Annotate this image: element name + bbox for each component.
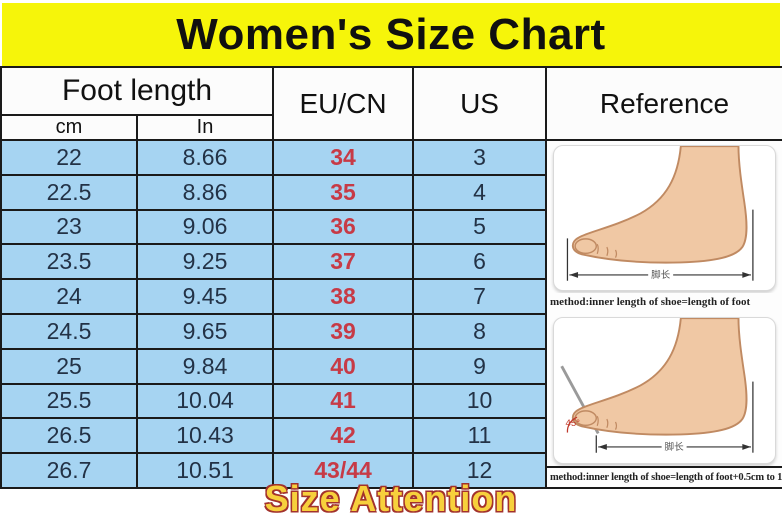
cell-in: 9.84 [135, 347, 275, 385]
column-header-cm: cm [0, 114, 138, 141]
cell-in: 9.65 [135, 312, 275, 350]
cell-in: 8.86 [135, 173, 275, 211]
foot-measurement-figure-bottom: 45° 脚长 [548, 313, 781, 465]
table-row: 26.5 10.43 42 11 [0, 417, 782, 455]
table-row: 26.7 10.51 43/44 12 [0, 452, 782, 489]
cell-in: 9.45 [135, 278, 275, 315]
cell-cm: 24.5 [0, 312, 138, 350]
cell-in: 10.04 [135, 382, 275, 420]
size-attention-banner: Size Attention [264, 478, 518, 519]
cell-eu: 38 [272, 278, 415, 315]
foot-angle-illustration-icon: 45° 脚长 [560, 318, 754, 453]
cell-us: 5 [412, 208, 548, 246]
cell-us: 8 [412, 312, 548, 350]
column-header-eu-cn: EU/CN [272, 66, 415, 141]
size-chart-table: Foot length EU/CN US Reference cm In 22 … [0, 66, 782, 489]
table-row: 24.5 9.65 39 8 [0, 312, 782, 350]
cell-cm: 26.7 [0, 452, 138, 489]
cell-cm: 25 [0, 347, 138, 385]
header-row-sub: cm In [0, 114, 782, 141]
cell-in: 9.06 [135, 208, 275, 246]
table-row: 24 9.45 38 7 [0, 278, 782, 315]
cell-cm: 22 [0, 139, 138, 176]
cell-cm: 24 [0, 278, 138, 315]
cell-cm: 23.5 [0, 243, 138, 281]
table-row: 25 9.84 40 9 [0, 347, 782, 385]
title-bar: Women's Size Chart [2, 3, 780, 66]
cell-in: 8.66 [135, 139, 275, 176]
cell-us: 11 [412, 417, 548, 455]
cell-eu: 39 [272, 312, 415, 350]
cell-in: 10.43 [135, 417, 275, 455]
column-header-foot-length: Foot length [0, 66, 275, 116]
cell-in: 9.25 [135, 243, 275, 281]
measure-arrow: 脚长 [598, 440, 751, 453]
cell-eu: 42 [272, 417, 415, 455]
table-row: 23.5 9.25 37 6 [0, 243, 782, 281]
cell-us: 3 [412, 139, 548, 176]
reference-cell: 脚长 method:inner length of shoe=length of… [545, 139, 782, 489]
cell-in: 10.51 [135, 452, 275, 489]
measure-method-caption-top: method:inner length of shoe=length of fo… [548, 293, 782, 314]
angle-45-label: 45° [566, 418, 581, 429]
cell-us: 12 [412, 452, 548, 489]
cell-eu: 34 [272, 139, 415, 176]
cell-us: 4 [412, 173, 548, 211]
cell-cm: 26.5 [0, 417, 138, 455]
column-header-in: In [135, 114, 275, 141]
cell-us: 6 [412, 243, 548, 281]
cell-us: 9 [412, 347, 548, 385]
table-row: 25.5 10.04 41 10 [0, 382, 782, 420]
foot-length-label: 脚长 [651, 269, 671, 281]
cell-cm: 25.5 [0, 382, 138, 420]
cell-cm: 22.5 [0, 173, 138, 211]
cell-eu: 41 [272, 382, 415, 420]
cell-eu: 40 [272, 347, 415, 385]
cell-eu: 36 [272, 208, 415, 246]
page-title: Women's Size Chart [176, 9, 606, 59]
foot-measurement-figure-top: 脚长 [548, 142, 781, 293]
measure-arrow: 脚长 [569, 268, 751, 281]
table-row: 22.5 8.86 35 4 [0, 173, 782, 211]
cell-us: 7 [412, 278, 548, 315]
column-header-us: US [412, 66, 548, 141]
foot-length-label: 脚长 [665, 441, 685, 453]
table-row: 22 8.66 34 3 [0, 139, 782, 489]
table-row: 23 9.06 36 5 [0, 208, 782, 246]
cell-us: 10 [412, 382, 548, 420]
column-header-reference: Reference [545, 66, 782, 141]
foot-side-illustration-icon: 脚长 [566, 146, 754, 281]
cell-eu: 35 [272, 173, 415, 211]
header-row-top: Foot length EU/CN US Reference [0, 66, 782, 141]
cell-eu: 37 [272, 243, 415, 281]
cell-cm: 23 [0, 208, 138, 246]
cell-eu: 43/44 [272, 452, 415, 489]
measure-method-caption-bottom: method:inner length of shoe=length of fo… [548, 465, 782, 486]
